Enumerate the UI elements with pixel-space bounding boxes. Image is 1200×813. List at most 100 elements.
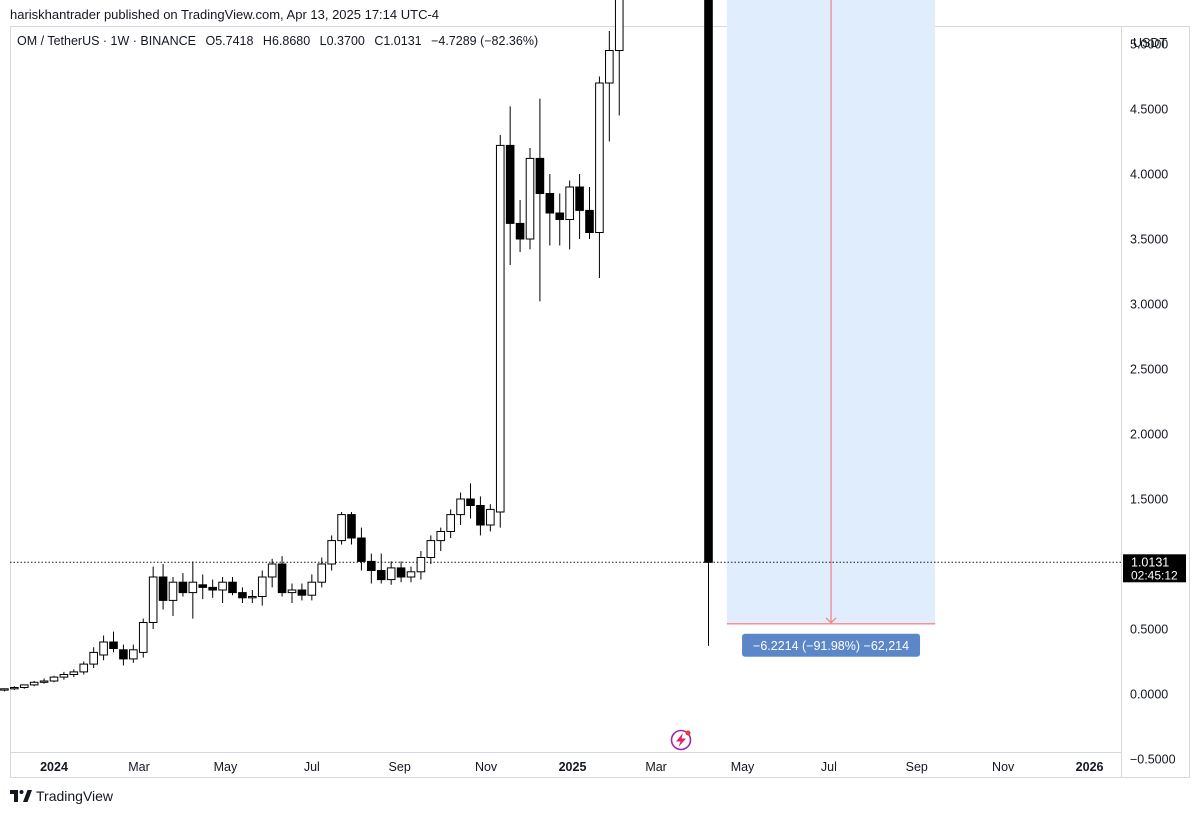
candle-body bbox=[277, 563, 287, 594]
candle-body bbox=[218, 581, 227, 591]
candle-body bbox=[148, 576, 158, 623]
candle bbox=[456, 492, 465, 525]
candle bbox=[585, 187, 594, 239]
candle-body bbox=[129, 649, 138, 660]
candle-body bbox=[69, 671, 79, 676]
price-axis-currency[interactable]: USDT bbox=[1133, 36, 1167, 50]
candle bbox=[178, 573, 188, 597]
legend-close-label: C bbox=[374, 34, 384, 48]
candle bbox=[704, 0, 713, 646]
measure-arrow-head bbox=[825, 617, 837, 624]
candle-body bbox=[119, 649, 128, 660]
candle-body bbox=[495, 144, 505, 513]
candle-body bbox=[109, 641, 118, 649]
chart-frame bbox=[10, 26, 1190, 778]
candle bbox=[109, 631, 118, 653]
candle-body bbox=[49, 676, 59, 682]
x-tick-label: May bbox=[731, 760, 755, 774]
candle-body bbox=[376, 570, 386, 581]
candle-body bbox=[535, 157, 545, 194]
candle bbox=[69, 669, 79, 678]
last-price-value: 1.0131 bbox=[1131, 555, 1169, 569]
legend-high-value: 6.8680 bbox=[271, 34, 311, 48]
candle-body bbox=[188, 581, 198, 594]
tradingview-logo[interactable]: TradingView bbox=[10, 788, 113, 804]
candle-body bbox=[138, 622, 148, 653]
candle bbox=[0, 688, 9, 692]
symbol-legend: OM / TetherUS · 1W · BINANCE O5.7418 H6.… bbox=[17, 34, 544, 48]
candle-body bbox=[79, 663, 89, 673]
candle-body bbox=[198, 584, 208, 588]
candle-body bbox=[19, 684, 29, 689]
y-tick-label: 4.5000 bbox=[1130, 103, 1168, 117]
x-tick-label: Jul bbox=[821, 760, 837, 774]
candle bbox=[129, 644, 138, 663]
candle bbox=[337, 512, 346, 545]
x-tick-label: 2026 bbox=[1076, 760, 1104, 774]
candle bbox=[367, 553, 376, 584]
candle bbox=[436, 527, 446, 551]
x-tick-label: Jul bbox=[304, 760, 320, 774]
candle-body bbox=[515, 222, 525, 240]
candle-body bbox=[257, 576, 267, 597]
candle bbox=[218, 577, 227, 603]
candle bbox=[208, 579, 217, 598]
candle bbox=[565, 180, 574, 250]
lightning-icon-dot bbox=[685, 730, 691, 736]
candle bbox=[238, 587, 247, 603]
candle-body bbox=[178, 581, 188, 594]
legend-change-value: −4.7289 (−82.36%) bbox=[431, 34, 539, 48]
y-tick-label: 2.5000 bbox=[1130, 363, 1168, 377]
candle bbox=[188, 561, 198, 619]
legend-open-label: O bbox=[205, 34, 216, 48]
candle-body bbox=[208, 586, 217, 591]
candle-body bbox=[357, 537, 366, 562]
candle-body bbox=[476, 505, 485, 526]
candle-body bbox=[585, 209, 594, 233]
candle-body bbox=[228, 581, 237, 594]
candle-body bbox=[386, 567, 396, 581]
candle bbox=[376, 553, 386, 584]
candle-body bbox=[89, 651, 98, 665]
candle-body bbox=[525, 157, 535, 240]
publisher-line: hariskhantrader published on TradingView… bbox=[10, 7, 440, 22]
candle-body bbox=[396, 567, 406, 578]
legend-low-value: 0.3700 bbox=[326, 34, 365, 48]
candle bbox=[317, 557, 327, 588]
candle-body bbox=[267, 563, 277, 578]
candle bbox=[466, 483, 475, 519]
candle-body bbox=[505, 144, 515, 224]
candle-body bbox=[367, 560, 376, 572]
candle bbox=[59, 671, 69, 680]
candle bbox=[416, 551, 426, 580]
candle-body bbox=[307, 581, 317, 596]
candle-body bbox=[168, 581, 178, 601]
legend-low-label: L bbox=[319, 34, 327, 48]
lightning-icon[interactable] bbox=[670, 729, 692, 751]
y-tick-label: 4.0000 bbox=[1130, 168, 1168, 182]
y-tick-label: 2.0000 bbox=[1130, 428, 1168, 442]
legend-symbol[interactable]: OM / TetherUS · 1W · BINANCE bbox=[17, 34, 196, 48]
lightning-icon-bolt bbox=[676, 733, 686, 747]
legend-open-value: 5.7418 bbox=[215, 34, 254, 48]
candle bbox=[486, 504, 495, 532]
x-tick-label: Sep bbox=[906, 760, 928, 774]
candle bbox=[138, 618, 148, 658]
candle bbox=[287, 583, 297, 603]
candle bbox=[357, 527, 366, 571]
candle bbox=[505, 106, 515, 265]
candle bbox=[10, 686, 19, 691]
candle bbox=[575, 174, 584, 239]
candle bbox=[49, 675, 59, 683]
candle bbox=[168, 577, 178, 616]
measure-label: −6.2214 (−91.98%) −62,214 bbox=[742, 633, 921, 657]
candle-body bbox=[158, 576, 168, 601]
candle-body bbox=[614, 0, 624, 51]
candle-body bbox=[605, 50, 614, 84]
candle-body bbox=[545, 193, 555, 214]
candle bbox=[257, 570, 267, 606]
candle bbox=[158, 564, 168, 610]
candle-body bbox=[10, 687, 19, 690]
